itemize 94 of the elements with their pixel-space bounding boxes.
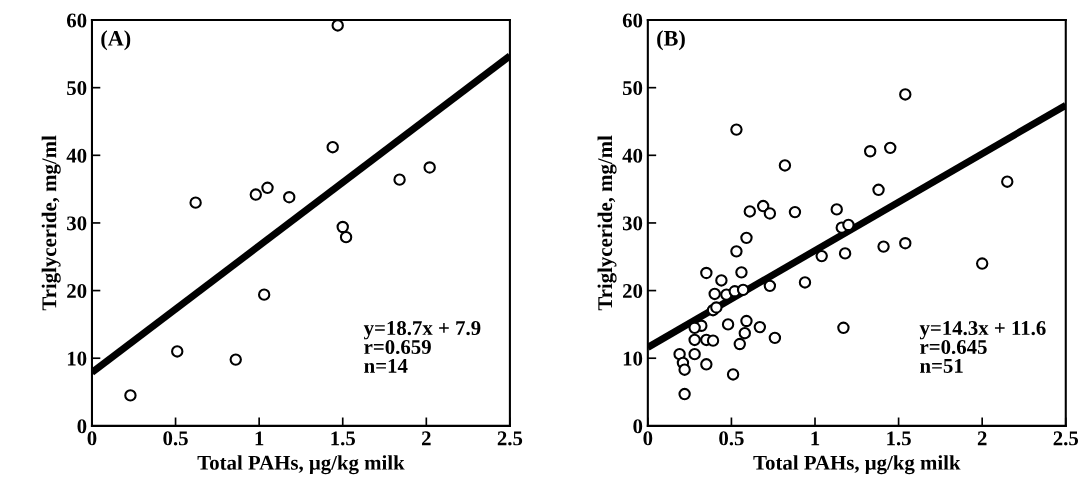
point xyxy=(838,247,852,260)
point xyxy=(124,389,137,402)
y-tick-label: 10 xyxy=(623,351,643,366)
point xyxy=(726,368,740,381)
point xyxy=(189,196,202,209)
point xyxy=(708,287,721,301)
point xyxy=(763,279,777,293)
point xyxy=(884,141,897,155)
point xyxy=(336,220,349,234)
point xyxy=(768,331,782,345)
x-tick-label: 2 xyxy=(977,431,987,446)
point xyxy=(763,207,777,220)
annotation: y=14.3x + 11.6 xyxy=(919,321,1046,340)
x-axis-title: Total PAHs, μg/kg milk xyxy=(753,455,961,475)
x-tick-label: 1.5 xyxy=(331,431,355,446)
point xyxy=(899,88,912,101)
y-tick-label: 10 xyxy=(67,351,87,366)
point xyxy=(815,249,828,263)
y-axis-title: Triglyceride, mg/ml xyxy=(597,135,617,311)
point xyxy=(756,199,770,213)
point xyxy=(830,203,843,216)
point xyxy=(721,318,735,331)
point xyxy=(326,141,339,154)
point xyxy=(863,145,877,158)
x-tick-label: 0.5 xyxy=(719,431,744,446)
x-tick-label: 1 xyxy=(811,431,820,446)
point xyxy=(710,301,723,314)
point xyxy=(678,363,691,376)
point xyxy=(678,387,691,401)
x-tick-label: 1.5 xyxy=(887,431,911,446)
point xyxy=(283,191,296,204)
point xyxy=(730,245,743,258)
y-tick-label: 30 xyxy=(622,216,643,231)
y-tick-label: 40 xyxy=(622,148,643,163)
point xyxy=(339,230,353,244)
point xyxy=(753,320,767,334)
point xyxy=(872,183,885,196)
annotation: r=0.645 xyxy=(920,339,987,355)
y-tick-label: 50 xyxy=(622,81,643,96)
point xyxy=(423,161,436,174)
point xyxy=(1001,175,1014,188)
point xyxy=(331,20,344,32)
x-tick-label: 2.5 xyxy=(1053,431,1079,446)
annotation: r=0.659 xyxy=(364,339,431,355)
x-tick-label: 0 xyxy=(87,431,97,446)
y-tick-label: 0 xyxy=(77,419,87,434)
point xyxy=(249,188,262,201)
point xyxy=(733,337,746,351)
annotation: n=14 xyxy=(364,358,408,373)
point xyxy=(778,159,792,172)
point xyxy=(736,283,750,297)
y-tick-label: 20 xyxy=(67,283,87,299)
x-tick-label: 2.5 xyxy=(497,431,523,446)
y-tick-label: 20 xyxy=(623,283,643,299)
point xyxy=(788,205,802,219)
point xyxy=(688,347,701,361)
annotation: (B) xyxy=(657,30,685,51)
point xyxy=(738,327,751,340)
x-tick-label: 1 xyxy=(255,431,264,446)
point xyxy=(700,358,713,371)
point xyxy=(688,333,701,347)
point xyxy=(975,257,989,270)
x-tick-label: 0 xyxy=(643,431,653,446)
point xyxy=(393,173,406,186)
annotation: (A) xyxy=(101,30,131,51)
y-tick-label: 60 xyxy=(622,13,643,28)
point xyxy=(740,231,753,245)
x-axis-title: Total PAHs, μg/kg milk xyxy=(197,455,405,475)
x-tick-label: 2 xyxy=(421,431,431,446)
point xyxy=(842,218,855,232)
y-axis-title: Triglyceride, mg/ml xyxy=(41,135,61,311)
y-tick-label: 60 xyxy=(66,13,87,28)
point xyxy=(899,237,912,250)
point xyxy=(715,274,728,287)
point xyxy=(257,288,271,301)
point xyxy=(837,321,850,334)
y-tick-label: 30 xyxy=(67,216,87,231)
point xyxy=(261,181,274,194)
point xyxy=(877,240,890,253)
y-tick-label: 50 xyxy=(67,81,87,96)
point xyxy=(700,266,713,280)
point xyxy=(229,353,242,366)
point xyxy=(706,334,720,347)
x-tick-label: 0.5 xyxy=(163,431,188,446)
annotation: y=18.7x + 7.9 xyxy=(363,321,481,340)
point xyxy=(730,123,743,136)
point xyxy=(171,345,184,358)
annotation: n=51 xyxy=(920,358,963,373)
point xyxy=(743,205,756,218)
point xyxy=(798,276,812,289)
y-tick-label: 40 xyxy=(66,148,87,163)
point xyxy=(740,314,753,328)
y-tick-label: 0 xyxy=(633,419,643,434)
point xyxy=(735,266,748,279)
